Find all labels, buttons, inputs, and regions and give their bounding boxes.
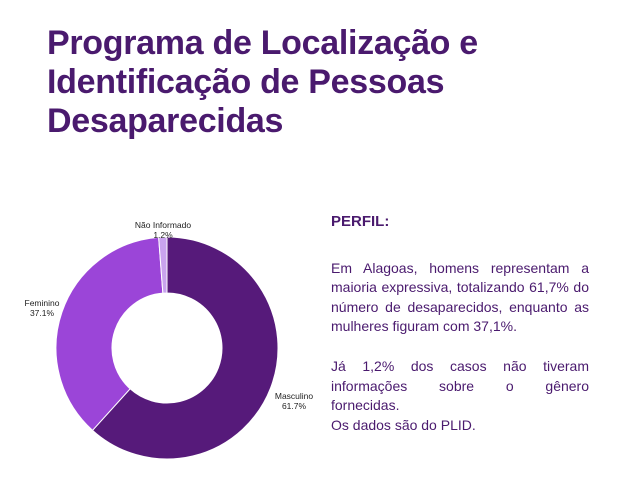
gender-donut-chart: Não Informado 1.2% Feminino 37.1% Mascul… [25,220,314,460]
page-title: Programa de Localização e Identificação … [47,24,607,141]
label-name-feminino: Feminino [25,298,60,308]
paragraph-2-line-1: Já 1,2% dos casos não tiveram [331,357,589,374]
title-line-2: Identificação de Pessoas [47,63,445,101]
slice-nao-informado [158,236,168,294]
slice-masculino [91,236,279,460]
label-name-masculino: Masculino [275,391,314,401]
profile-heading: PERFIL: [331,213,390,230]
title-line-3: Desaparecidas [47,102,284,140]
donut-slices [55,236,279,460]
label-name-nao-informado: Não Informado [135,220,191,230]
label-feminino: Feminino 37.1% [25,298,60,318]
title-line-1: Programa de Localização e [47,24,478,62]
paragraph-2-line-3: fornecidas. [331,397,400,414]
slice-feminino [55,236,164,432]
label-value-masculino: 61.7% [282,401,307,411]
label-value-nao-informado: 1.2% [153,230,173,240]
profile-paragraph-1: Em Alagoas, homens representam a maioria… [331,259,589,335]
profile-text: PERFIL: Em Alagoas, homens representam a… [331,212,589,435]
profile-paragraph-2: Já 1,2% dos casos não tiveram informaçõe… [331,357,589,435]
label-masculino: Masculino 61.7% [275,391,314,411]
paragraph-2-line-2: informações sobre o gênero [331,377,589,394]
label-nao-informado: Não Informado 1.2% [135,220,191,240]
label-value-feminino: 37.1% [30,308,55,318]
paragraph-2-line-4: Os dados são do PLID. [331,416,476,433]
